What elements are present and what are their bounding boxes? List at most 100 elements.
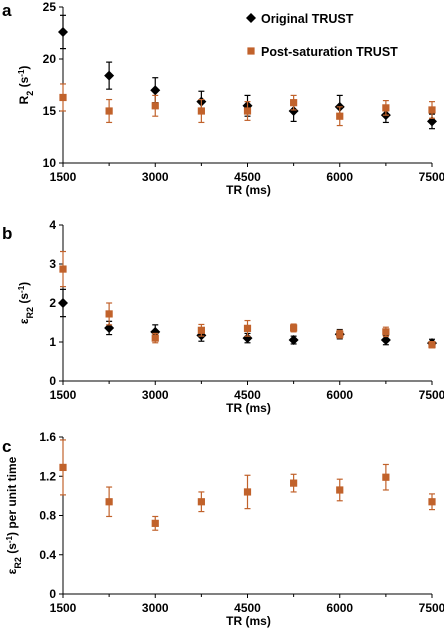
y-tick-label: 1.2 [39, 469, 56, 483]
legend: Original TRUST Post-saturation TRUST [246, 12, 398, 59]
y-tick-label: 0 [49, 374, 56, 388]
y-label-superscript: -1 [17, 69, 26, 77]
data-point [382, 473, 390, 481]
panel-label: a [2, 1, 12, 20]
data-point [151, 102, 159, 110]
y-tick-label: 3 [49, 257, 56, 271]
data-point [336, 112, 344, 120]
data-point [428, 106, 436, 114]
data-point [105, 310, 113, 318]
y-tick-label: 25 [43, 0, 57, 14]
data-point [243, 107, 252, 115]
y-tick-label: 0 [49, 587, 56, 601]
x-tick-label: 6000 [326, 601, 353, 615]
x-tick-label: 3000 [142, 601, 169, 615]
y-label-superscript: -1 [5, 535, 14, 543]
x-tick-label: 7500 [419, 170, 444, 184]
data-point [290, 479, 298, 487]
data-point [150, 85, 161, 96]
data-point [58, 26, 68, 37]
data-point [151, 334, 159, 342]
data-point [104, 322, 115, 333]
panel-label: b [2, 224, 12, 243]
y-axis-label: R2 (s-1) [17, 66, 36, 105]
x-tick-label: 3000 [142, 170, 169, 184]
data-point [428, 498, 436, 506]
data-point [288, 335, 299, 346]
chart-panel-a: a 10 15 20 25 1500 3000 4500 6000 7500 TR (ms) R2 (… [2, 0, 444, 197]
y-label-main: R [17, 95, 31, 104]
y-label-unit-post: ) per unit time [5, 456, 19, 536]
data-point [105, 107, 113, 115]
y-tick-label: 0.4 [39, 548, 56, 562]
y-label-main: ε [5, 568, 19, 574]
data-point [151, 519, 159, 527]
series-post-saturation [59, 250, 436, 349]
series-post-saturation [59, 439, 436, 531]
data-point [150, 326, 161, 337]
y-axis-label: εR2 (s-1) per unit time [5, 456, 24, 574]
y-tick-label: 1 [49, 335, 56, 349]
data-point [197, 107, 205, 115]
y-tick-label: 4 [49, 218, 56, 232]
y-tick-label: 1.6 [39, 430, 56, 444]
data-point [104, 70, 115, 81]
y-tick-label: 15 [43, 104, 57, 118]
y-label-subscript: 2 [25, 91, 35, 96]
y-label-unit-pre: (s [17, 76, 31, 90]
data-point [380, 335, 391, 346]
y-label-unit-pre: (s [5, 543, 19, 557]
y-tick-label: 20 [43, 52, 57, 66]
data-point [290, 324, 298, 332]
y-label-subscript: R2 [13, 557, 23, 569]
y-tick-label: 2 [49, 296, 56, 310]
data-point [428, 341, 436, 349]
x-tick-label: 1500 [50, 601, 77, 615]
y-tick-label: 0.8 [39, 509, 56, 523]
data-point [290, 99, 298, 107]
x-tick-label: 6000 [326, 388, 353, 402]
data-point [197, 498, 205, 506]
series-original [58, 288, 437, 349]
y-tick-label: 10 [43, 156, 57, 170]
data-point [59, 93, 67, 102]
y-label-unit-post: ) [17, 282, 31, 286]
x-tick-label: 6000 [326, 170, 353, 184]
y-label-unit-pre: (s [17, 293, 31, 307]
data-point [59, 463, 67, 472]
x-axis-label: TR (ms) [226, 614, 271, 628]
chart-panel-b: b 0 1 2 3 4 1500 3000 4500 6000 7500 TR (ms) εR2 (s-… [2, 218, 444, 415]
x-tick-label: 1500 [50, 388, 77, 402]
data-point [336, 330, 344, 338]
x-axis-label: TR (ms) [226, 401, 271, 415]
series-post-saturation [59, 83, 436, 127]
data-point [59, 265, 67, 273]
data-point [197, 326, 205, 334]
data-point [382, 328, 390, 336]
chart-panel-c: c 0 0.4 0.8 1.2 1.6 1500 3000 4500 6000 7500 TR (ms… [2, 430, 444, 628]
x-tick-label: 7500 [419, 601, 444, 615]
x-axis-label: TR (ms) [226, 183, 271, 197]
x-tick-label: 4500 [234, 170, 261, 184]
data-point [58, 298, 68, 308]
x-tick-label: 4500 [234, 388, 261, 402]
y-label-subscript: R2 [25, 307, 35, 319]
x-tick-label: 3000 [142, 388, 169, 402]
data-point [243, 488, 252, 496]
y-label-superscript: -1 [17, 285, 26, 293]
x-tick-label: 1500 [50, 170, 77, 184]
data-point [105, 498, 113, 506]
data-point [427, 116, 437, 127]
y-label-unit-post: ) [17, 66, 31, 70]
legend-label: Original TRUST [261, 12, 354, 26]
data-point [243, 324, 252, 332]
x-tick-label: 4500 [234, 601, 261, 615]
legend-marker [247, 47, 255, 55]
legend-marker [246, 13, 256, 23]
y-label-main: ε [17, 318, 31, 324]
panel-label: c [2, 437, 11, 456]
data-point [288, 106, 299, 116]
x-tick-label: 7500 [419, 388, 444, 402]
legend-label: Post-saturation TRUST [261, 45, 398, 59]
